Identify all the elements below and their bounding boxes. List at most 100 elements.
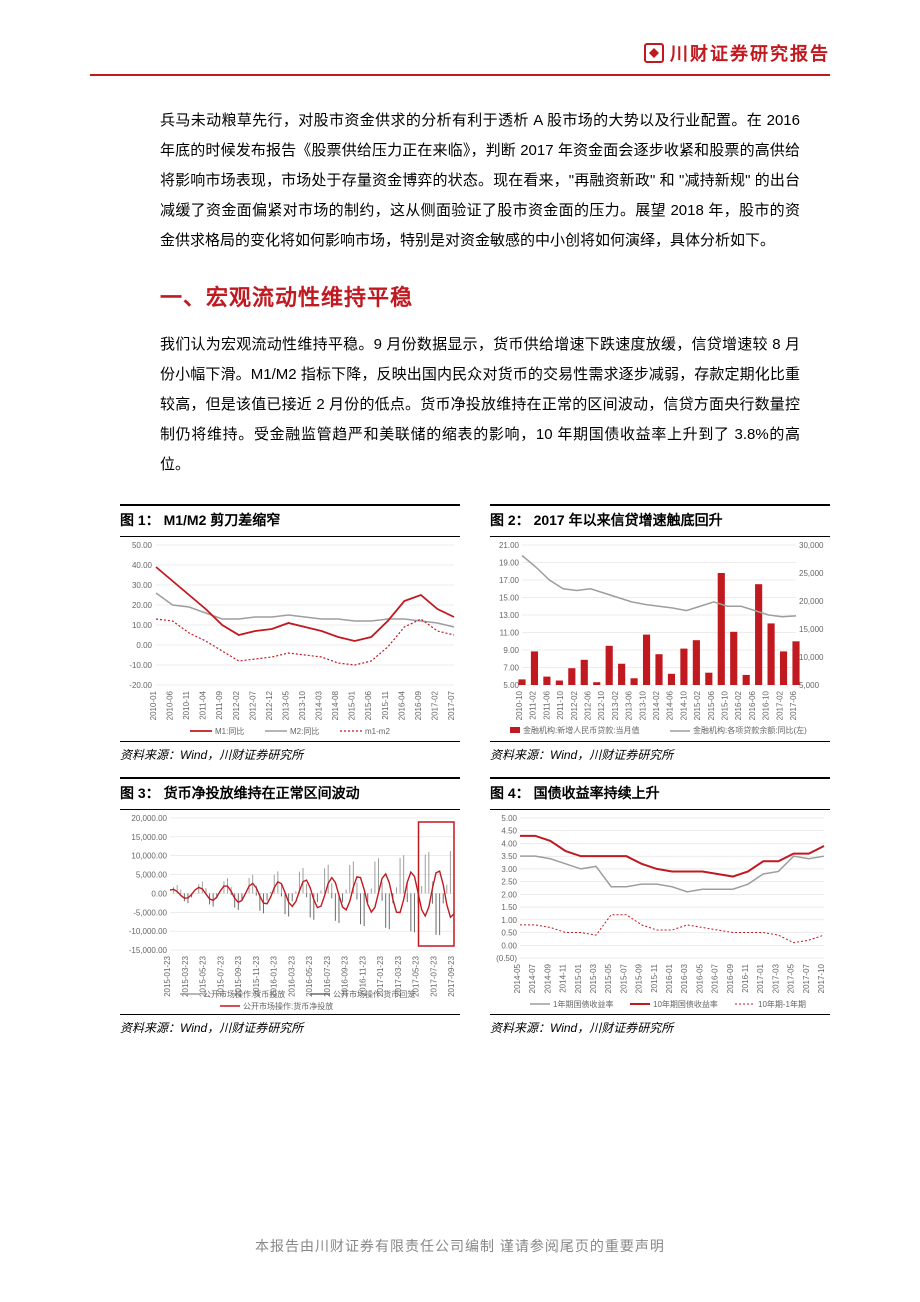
svg-text:1.00: 1.00 [501,916,517,925]
svg-text:2017-07: 2017-07 [447,690,456,720]
svg-text:2015-06: 2015-06 [364,690,373,720]
svg-text:2017-09-23: 2017-09-23 [447,955,456,996]
svg-text:4.50: 4.50 [501,827,517,836]
svg-text:2017-07-23: 2017-07-23 [429,955,438,996]
svg-text:2010-10: 2010-10 [515,690,524,720]
chart-3-source: 资料来源：Wind，川财证券研究所 [120,1014,460,1040]
svg-text:M1:同比: M1:同比 [215,726,244,736]
svg-text:2011-02: 2011-02 [529,690,538,719]
intro-paragraph: 兵马未动粮草先行，对股市资金供求的分析有利于透析 A 股市场的大势以及行业配置。… [160,106,800,256]
svg-text:7.00: 7.00 [503,664,519,673]
svg-text:2013-06: 2013-06 [625,690,634,720]
svg-text:2010-01: 2010-01 [149,690,158,720]
chart-3-cell: 图 3： 货币净投放维持在正常区间波动 -15,000.00 -10,000.00… [120,777,460,1040]
svg-text:2016-05: 2016-05 [695,963,704,993]
svg-text:2017-02: 2017-02 [775,690,784,720]
svg-text:2015-11: 2015-11 [381,690,390,719]
charts-row-1: 图 1： M1/M2 剪刀差缩窄 -20.00-10.000.0010.0020… [120,504,830,767]
chart-1-title: 图 1： M1/M2 剪刀差缩窄 [120,504,460,537]
svg-text:2015-02: 2015-02 [693,690,702,720]
svg-text:30,000: 30,000 [799,541,824,550]
svg-text:2017-06: 2017-06 [789,690,798,720]
svg-text:2013-10: 2013-10 [638,690,647,720]
svg-text:-10.00: -10.00 [129,661,152,670]
svg-text:3.50: 3.50 [501,852,517,861]
svg-text:2016-09: 2016-09 [414,690,423,720]
svg-text:0.00: 0.00 [501,941,517,950]
svg-text:(0.50): (0.50) [496,954,517,963]
svg-text:2015-01-23: 2015-01-23 [163,955,172,996]
svg-text:2010-11: 2010-11 [182,690,191,719]
svg-text:金融机构:各项贷款余额:同比(左): 金融机构:各项贷款余额:同比(左) [693,725,807,735]
chart-4-cell: 图 4： 国债收益率持续上升 (0.50)0.000.501.001.502.0… [490,777,830,1040]
svg-text:2012-02: 2012-02 [232,690,241,720]
svg-text:2016-02: 2016-02 [734,690,743,720]
svg-text:2011-09: 2011-09 [215,690,224,719]
page-header: 川财证券研究报告 [0,0,920,74]
svg-text:1年期国债收益率: 1年期国债收益率 [553,999,613,1009]
svg-text:2015-05: 2015-05 [604,963,613,993]
svg-text:5,000.00: 5,000.00 [136,871,168,880]
chart-4-svg: (0.50)0.000.501.001.502.002.503.003.504.… [490,812,830,1012]
svg-text:2013-05: 2013-05 [281,690,290,720]
svg-text:公开市场操作:货币净投放: 公开市场操作:货币净投放 [243,1001,333,1011]
svg-text:2016-05-23: 2016-05-23 [305,955,314,996]
svg-text:2015-03-23: 2015-03-23 [181,955,190,996]
svg-text:2016-09: 2016-09 [726,963,735,993]
svg-text:15,000.00: 15,000.00 [131,833,167,842]
svg-text:13.00: 13.00 [499,611,520,620]
svg-text:2016-07: 2016-07 [711,963,720,993]
svg-text:2011-06: 2011-06 [542,690,551,719]
svg-text:2015-11: 2015-11 [650,963,659,992]
chart-1-cell: 图 1： M1/M2 剪刀差缩窄 -20.00-10.000.0010.0020… [120,504,460,767]
svg-text:9.00: 9.00 [503,646,519,655]
svg-text:2013-02: 2013-02 [611,690,620,720]
svg-text:2014-10: 2014-10 [679,690,688,720]
chart-1-source: 资料来源：Wind，川财证券研究所 [120,741,460,767]
svg-text:21.00: 21.00 [499,541,520,550]
svg-text:2014-07: 2014-07 [528,963,537,993]
svg-text:m1-m2: m1-m2 [365,727,390,736]
svg-text:11.00: 11.00 [500,629,520,638]
chart-4-title: 图 4： 国债收益率持续上升 [490,777,830,810]
svg-text:2010-06: 2010-06 [166,690,175,720]
svg-text:金融机构:新增人民币贷款:当月值: 金融机构:新增人民币贷款:当月值 [523,725,639,735]
svg-text:19.00: 19.00 [499,559,520,568]
svg-text:2016-11: 2016-11 [741,963,750,992]
svg-text:2015-09: 2015-09 [635,963,644,993]
svg-text:2014-05: 2014-05 [513,963,522,993]
svg-text:2017-10: 2017-10 [817,963,826,993]
svg-text:10年期-1年期: 10年期-1年期 [758,999,806,1009]
svg-text:公开市场操作:货币投放: 公开市场操作:货币投放 [203,989,285,999]
svg-text:2012-06: 2012-06 [584,690,593,720]
svg-text:2016-01: 2016-01 [665,963,674,993]
svg-text:2015-06: 2015-06 [707,690,716,720]
report-brand-title: 川财证券研究报告 [670,40,830,66]
svg-text:-15,000.00: -15,000.00 [129,946,168,955]
chart-4-source: 资料来源：Wind，川财证券研究所 [490,1014,830,1040]
svg-text:30.00: 30.00 [132,581,153,590]
svg-text:2015-03: 2015-03 [589,963,598,993]
svg-text:10.00: 10.00 [132,621,153,630]
svg-text:2015-01: 2015-01 [574,963,583,993]
svg-text:2017-05: 2017-05 [787,963,796,993]
svg-text:-10,000.00: -10,000.00 [129,927,168,936]
svg-text:17.00: 17.00 [499,576,520,585]
svg-text:15.00: 15.00 [499,594,520,603]
svg-text:2017-07: 2017-07 [802,963,811,993]
svg-text:2013-10: 2013-10 [298,690,307,720]
svg-text:2017-03: 2017-03 [771,963,780,993]
svg-text:2017-02: 2017-02 [430,690,439,720]
svg-text:10,000.00: 10,000.00 [131,852,167,861]
svg-text:2016-03: 2016-03 [680,963,689,993]
svg-text:2015-10: 2015-10 [721,690,730,720]
header-divider [90,74,830,76]
svg-text:50.00: 50.00 [132,541,153,550]
chart-3-title: 图 3： 货币净投放维持在正常区间波动 [120,777,460,810]
svg-text:0.50: 0.50 [501,929,517,938]
chart-1-svg: -20.00-10.000.0010.0020.0030.0040.0050.0… [120,539,460,739]
svg-text:2016-10: 2016-10 [762,690,771,720]
section-paragraph: 我们认为宏观流动性维持平稳。9 月份数据显示，货币供给增速下跌速度放缓，信贷增速… [160,330,800,480]
svg-text:5,000: 5,000 [799,681,820,690]
svg-text:2.00: 2.00 [501,890,517,899]
